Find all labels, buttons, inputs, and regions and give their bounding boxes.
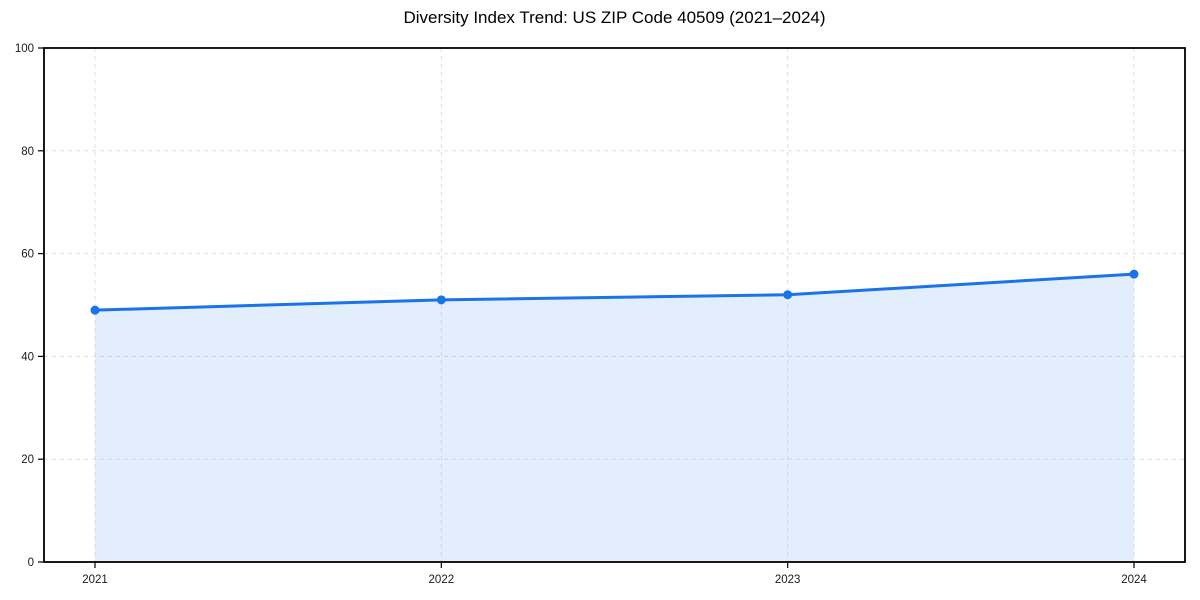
- x-tick-label: 2023: [775, 574, 801, 586]
- x-tick-label: 2021: [82, 574, 108, 586]
- axis-spines: [43, 47, 1186, 563]
- y-tick-label: 80: [21, 146, 34, 158]
- data-point: [436, 295, 446, 305]
- chart-title: Diversity Index Trend: US ZIP Code 40509…: [403, 8, 826, 27]
- y-tick-label: 100: [15, 43, 34, 55]
- y-tick-label: 20: [21, 454, 34, 466]
- area-fill: [95, 274, 1134, 562]
- x-tick-label: 2024: [1121, 574, 1147, 586]
- y-tick-label: 40: [21, 351, 34, 363]
- data-point: [90, 305, 100, 315]
- x-tick-label: 2022: [429, 574, 455, 586]
- y-tick-label: 0: [28, 557, 34, 569]
- data-point: [1129, 269, 1139, 279]
- data-point: [783, 290, 793, 300]
- trend-line: [93, 272, 1136, 312]
- y-tick-label: 60: [21, 249, 34, 261]
